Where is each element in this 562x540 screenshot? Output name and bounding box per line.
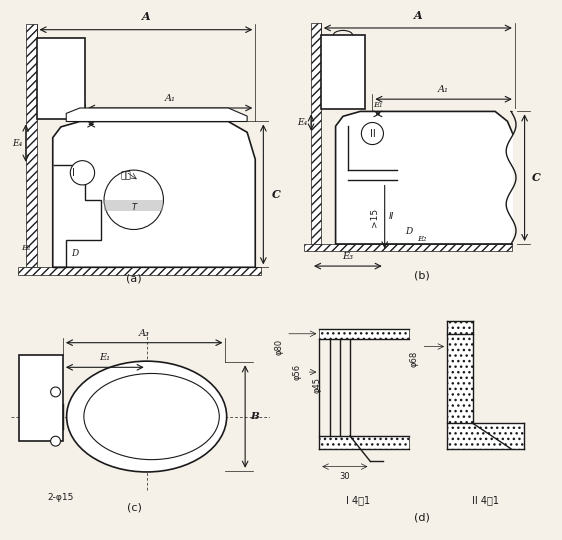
Text: E₁: E₁	[373, 101, 383, 109]
Text: A: A	[414, 10, 422, 21]
Ellipse shape	[67, 361, 226, 472]
Bar	[319, 436, 409, 449]
Bar	[321, 35, 365, 109]
Text: A₁: A₁	[438, 85, 449, 94]
Text: II 4：1: II 4：1	[472, 495, 499, 505]
Text: A₁: A₁	[165, 93, 176, 103]
Text: I 4：1: I 4：1	[346, 495, 370, 505]
Text: φ45: φ45	[313, 377, 322, 393]
Text: D: D	[406, 227, 413, 236]
Text: >15: >15	[370, 207, 379, 227]
Text: φ80: φ80	[275, 339, 284, 355]
Text: B: B	[250, 412, 259, 421]
Text: II: II	[370, 129, 375, 139]
Text: A₂: A₂	[139, 329, 149, 338]
Text: 水封: 水封	[120, 171, 131, 180]
Text: II: II	[388, 212, 393, 221]
Polygon shape	[336, 111, 515, 244]
Bar	[447, 423, 524, 449]
Bar	[303, 244, 513, 251]
Text: 30: 30	[339, 472, 350, 481]
Polygon shape	[26, 24, 37, 267]
Text: E₄: E₄	[12, 139, 23, 147]
Polygon shape	[53, 122, 255, 267]
Bar	[37, 38, 85, 119]
Bar	[19, 355, 63, 441]
Text: E₃: E₃	[342, 252, 353, 261]
Text: E₁: E₁	[87, 111, 96, 119]
Text: (c): (c)	[127, 503, 142, 512]
Circle shape	[361, 123, 383, 145]
Text: D: D	[71, 249, 78, 258]
Text: φ68: φ68	[410, 351, 419, 367]
Text: (a): (a)	[126, 273, 142, 283]
Circle shape	[70, 160, 94, 185]
Polygon shape	[311, 23, 321, 244]
Circle shape	[104, 170, 164, 230]
Text: T: T	[131, 204, 137, 212]
Bar	[447, 321, 473, 449]
Polygon shape	[66, 108, 247, 122]
Text: φ56: φ56	[292, 364, 301, 380]
Text: E₄: E₄	[297, 118, 307, 127]
Text: A: A	[142, 11, 150, 22]
Text: C: C	[532, 172, 541, 183]
Text: 2-φ15: 2-φ15	[47, 494, 74, 502]
Text: E₂: E₂	[21, 245, 30, 252]
Bar	[17, 267, 261, 275]
Polygon shape	[104, 200, 164, 211]
Bar	[319, 329, 409, 339]
Text: I: I	[71, 168, 74, 178]
Circle shape	[51, 387, 61, 397]
Text: C: C	[271, 189, 280, 200]
Circle shape	[51, 436, 61, 446]
Text: (d): (d)	[414, 512, 429, 523]
Text: (b): (b)	[414, 271, 429, 281]
Text: E₁: E₁	[99, 353, 110, 362]
Text: E₂: E₂	[417, 235, 426, 243]
Ellipse shape	[84, 374, 219, 460]
